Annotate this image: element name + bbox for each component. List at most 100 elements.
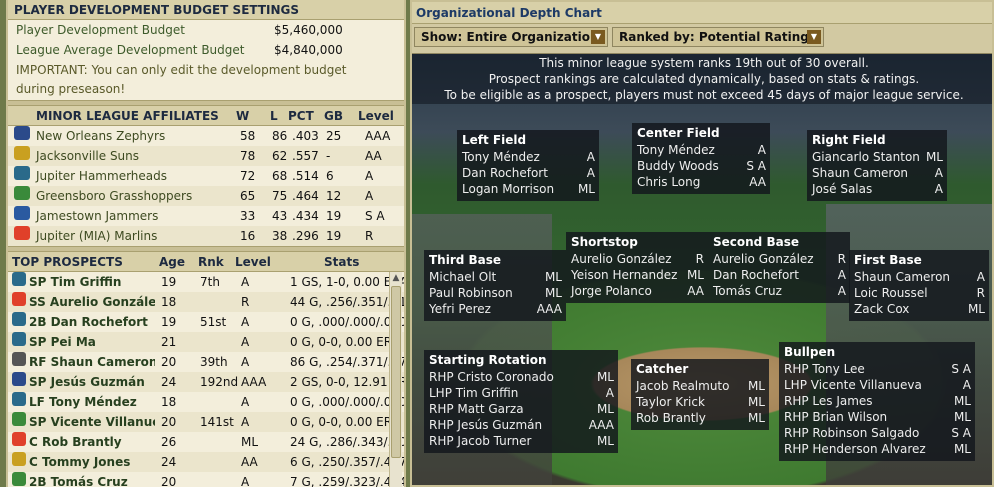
- prospect-row[interactable]: SP Pei Ma 21 A 0 G, 0-0, 0.00 ERA: [8, 332, 404, 352]
- depth-player-row[interactable]: Tony Méndez A: [462, 149, 595, 165]
- prospect-name[interactable]: SP Vicente Villanueva: [29, 415, 155, 429]
- prospect-name[interactable]: LF Tony Méndez: [29, 395, 137, 409]
- dev-budget-value[interactable]: $5,460,000: [274, 23, 343, 37]
- prospect-name[interactable]: 2B Tomás Cruz: [29, 475, 128, 487]
- prospect-row[interactable]: SP Tim Griffin 19 7th A 1 GS, 1-0, 0.00 ERA: [8, 272, 404, 292]
- prospect-name[interactable]: RF Shaun Cameron: [29, 355, 155, 369]
- prospect-row[interactable]: SP Jesús Guzmán 24 192nd AAA 2 GS, 0-0, 12.9…: [8, 372, 404, 392]
- player-name[interactable]: Giancarlo Stanton: [812, 150, 920, 164]
- rank-dropdown[interactable]: Ranked by: Potential Ratings ▼: [612, 27, 824, 47]
- affiliate-row[interactable]: Jamestown Jammers 33 43 .434 19 S A: [8, 206, 404, 226]
- prospect-row[interactable]: SP Vicente Villanueva 20 141st A 0 G, 0-0, 0…: [8, 412, 404, 432]
- depth-player-row[interactable]: Logan Morrison ML: [462, 181, 595, 197]
- chevron-down-icon[interactable]: ▼: [807, 30, 821, 44]
- player-name[interactable]: RHP Jacob Turner: [429, 434, 532, 448]
- prospect-row[interactable]: LF Tony Méndez 18 A 0 G, .000/.000/.000: [8, 392, 404, 412]
- col-level[interactable]: Level: [358, 109, 394, 123]
- affiliate-name[interactable]: New Orleans Zephyrs: [36, 129, 166, 143]
- player-name[interactable]: Buddy Woods: [637, 159, 719, 173]
- depth-player-row[interactable]: RHP Brian Wilson ML: [784, 409, 971, 425]
- player-name[interactable]: Logan Morrison: [462, 182, 555, 196]
- affiliate-name[interactable]: Jupiter Hammerheads: [36, 169, 168, 183]
- affiliate-row[interactable]: Jupiter (MIA) Marlins 16 38 .296 19 R: [8, 226, 404, 246]
- player-name[interactable]: Taylor Krick: [636, 395, 705, 409]
- chevron-down-icon[interactable]: ▼: [591, 30, 605, 44]
- depth-player-row[interactable]: Yeison Hernandez ML: [571, 267, 704, 283]
- prospect-row[interactable]: 2B Dan Rochefort 19 51st A 0 G, .000/.000/.0…: [8, 312, 404, 332]
- player-name[interactable]: Yeison Hernandez: [571, 268, 678, 282]
- prospect-name[interactable]: 2B Dan Rochefort: [29, 315, 148, 329]
- depth-player-row[interactable]: Giancarlo Stanton ML: [812, 149, 943, 165]
- col-rnk[interactable]: Rnk: [198, 255, 224, 269]
- player-name[interactable]: LHP Tim Griffin: [429, 386, 519, 400]
- player-name[interactable]: RHP Matt Garza: [429, 402, 524, 416]
- depth-player-row[interactable]: José Salas A: [812, 181, 943, 197]
- player-name[interactable]: Shaun Cameron: [812, 166, 909, 180]
- player-name[interactable]: Tony Méndez: [462, 150, 540, 164]
- prospect-name[interactable]: SP Pei Ma: [29, 335, 96, 349]
- depth-player-row[interactable]: Jorge Polanco AA: [571, 283, 704, 299]
- depth-player-row[interactable]: Zack Cox ML: [854, 301, 985, 317]
- affiliate-name[interactable]: Jamestown Jammers: [36, 209, 159, 223]
- affiliate-name[interactable]: Jacksonville Suns: [36, 149, 140, 163]
- prospects-scrollbar[interactable]: ▲: [389, 272, 402, 487]
- affiliate-name[interactable]: Greensboro Grasshoppers: [36, 189, 193, 203]
- depth-player-row[interactable]: Aurelio González R: [571, 251, 704, 267]
- affiliate-row[interactable]: Greensboro Grasshoppers 65 75 .464 12 A: [8, 186, 404, 206]
- player-name[interactable]: Zack Cox: [854, 302, 910, 316]
- player-name[interactable]: Aurelio González: [713, 252, 814, 266]
- player-name[interactable]: Jacob Realmuto: [636, 379, 730, 393]
- depth-player-row[interactable]: RHP Cristo Coronado ML: [429, 369, 614, 385]
- depth-player-row[interactable]: Tomás Cruz A: [713, 283, 846, 299]
- col-stats[interactable]: Stats: [324, 255, 360, 269]
- depth-player-row[interactable]: Rob Brantly ML: [636, 410, 765, 426]
- prospect-row[interactable]: C Rob Brantly 26 ML 24 G, .286/.343/.407: [8, 432, 404, 452]
- depth-player-row[interactable]: Aurelio González R: [713, 251, 846, 267]
- prospect-name[interactable]: SP Tim Griffin: [29, 275, 122, 289]
- affiliate-row[interactable]: Jupiter Hammerheads 72 68 .514 6 A: [8, 166, 404, 186]
- prospect-row[interactable]: SS Aurelio González 18 R 44 G, .256/.351/.4…: [8, 292, 404, 312]
- player-name[interactable]: Aurelio González: [571, 252, 672, 266]
- prospect-row[interactable]: C Tommy Jones 24 AA 6 G, .250/.357/.417: [8, 452, 404, 472]
- depth-player-row[interactable]: LHP Tim Griffin A: [429, 385, 614, 401]
- depth-player-row[interactable]: Dan Rochefort A: [462, 165, 595, 181]
- player-name[interactable]: Dan Rochefort: [462, 166, 548, 180]
- player-name[interactable]: Yefri Perez: [429, 302, 491, 316]
- col-w[interactable]: W: [236, 109, 250, 123]
- player-name[interactable]: LHP Vicente Villanueva: [784, 378, 922, 392]
- player-name[interactable]: Chris Long: [637, 175, 701, 189]
- scroll-thumb[interactable]: [391, 286, 401, 458]
- depth-player-row[interactable]: RHP Jacob Turner ML: [429, 433, 614, 449]
- player-name[interactable]: Shaun Cameron: [854, 270, 951, 284]
- player-name[interactable]: Dan Rochefort: [713, 268, 799, 282]
- player-name[interactable]: RHP Henderson Alvarez: [784, 442, 926, 456]
- dev-budget-row[interactable]: Player Development Budget $5,460,000: [8, 20, 404, 40]
- depth-player-row[interactable]: Dan Rochefort A: [713, 267, 846, 283]
- player-name[interactable]: Paul Robinson: [429, 286, 513, 300]
- col-pct[interactable]: PCT: [288, 109, 314, 123]
- col-level[interactable]: Level: [235, 255, 271, 269]
- player-name[interactable]: RHP Tony Lee: [784, 362, 865, 376]
- player-name[interactable]: Tony Méndez: [637, 143, 715, 157]
- depth-player-row[interactable]: Jacob Realmuto ML: [636, 378, 765, 394]
- player-name[interactable]: Tomás Cruz: [713, 284, 782, 298]
- player-name[interactable]: Michael Olt: [429, 270, 497, 284]
- player-name[interactable]: RHP Jesús Guzmán: [429, 418, 543, 432]
- affiliate-row[interactable]: Jacksonville Suns 78 62 .557- AA: [8, 146, 404, 166]
- depth-player-row[interactable]: RHP Les James ML: [784, 393, 971, 409]
- depth-player-row[interactable]: RHP Matt Garza ML: [429, 401, 614, 417]
- player-name[interactable]: Rob Brantly: [636, 411, 706, 425]
- depth-player-row[interactable]: Tony Méndez A: [637, 142, 766, 158]
- player-name[interactable]: RHP Brian Wilson: [784, 410, 888, 424]
- depth-player-row[interactable]: LHP Vicente Villanueva A: [784, 377, 971, 393]
- depth-player-row[interactable]: RHP Henderson Alvarez ML: [784, 441, 971, 457]
- player-name[interactable]: José Salas: [812, 182, 873, 196]
- show-dropdown[interactable]: Show: Entire Organization ▼: [414, 27, 608, 47]
- depth-player-row[interactable]: Paul Robinson ML: [429, 285, 562, 301]
- col-gb[interactable]: GB: [324, 109, 343, 123]
- depth-player-row[interactable]: Michael Olt ML: [429, 269, 562, 285]
- depth-player-row[interactable]: Loic Roussel R: [854, 285, 985, 301]
- prospect-name[interactable]: SP Jesús Guzmán: [29, 375, 145, 389]
- prospect-name[interactable]: C Tommy Jones: [29, 455, 131, 469]
- scroll-up-icon[interactable]: ▲: [392, 273, 400, 283]
